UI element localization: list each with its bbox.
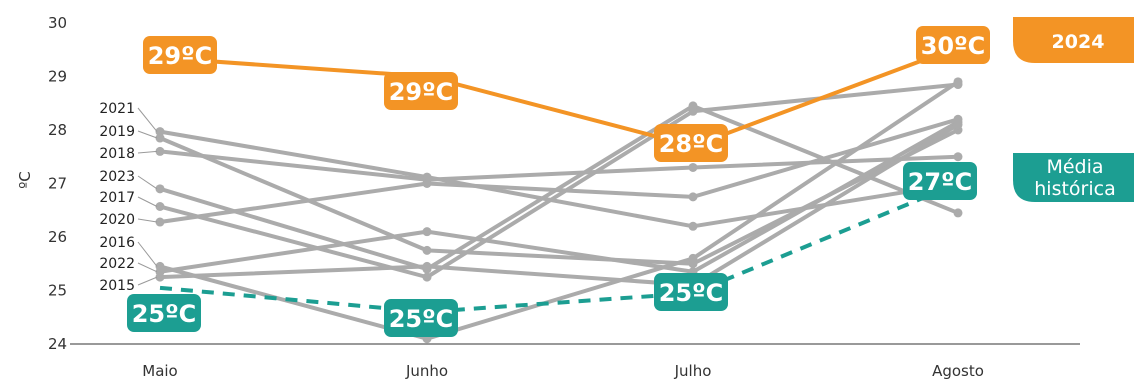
year-leader-line	[137, 130, 158, 139]
year-leader-line	[137, 175, 158, 190]
y-tick-label: 25	[48, 282, 67, 300]
value-label-box	[903, 162, 977, 200]
data-point-2016	[953, 77, 963, 87]
x-axis: Maio Junho Julho Agosto	[70, 343, 1080, 380]
series-line-2021	[159, 129, 959, 229]
x-tick-label: Junho	[405, 362, 448, 380]
data-point-2017	[688, 106, 698, 116]
data-point-2018	[953, 152, 963, 162]
y-tick-label: 29	[48, 68, 67, 86]
value-label: 25ºC	[389, 305, 454, 333]
year-label: 2019	[99, 124, 135, 140]
year-leader-line	[137, 107, 158, 132]
year-leader-line	[137, 262, 158, 273]
year-leader-line	[137, 276, 158, 286]
data-point-2015	[422, 261, 432, 271]
data-point-2021	[688, 221, 698, 231]
value-label: 28ºC	[659, 130, 724, 158]
value-label: 25ºC	[659, 279, 724, 307]
value-label: 30ºC	[921, 32, 986, 60]
y-axis-ticks: 24 25 26 27 28 29 30	[48, 14, 67, 353]
legend-historical-tag	[1013, 153, 1134, 202]
value-label-box	[654, 273, 728, 311]
value-label: 27ºC	[908, 168, 973, 196]
series-line-2015	[159, 122, 960, 288]
x-tick-label: Agosto	[932, 362, 984, 380]
legend-historical-label: Média histórica	[1034, 156, 1115, 200]
year-label: 2022	[99, 256, 135, 272]
year-leader-line	[137, 241, 158, 267]
value-label: 25ºC	[132, 300, 197, 328]
value-label: 29ºC	[148, 42, 213, 70]
series-line-2017	[159, 82, 959, 280]
year-label: 2018	[99, 146, 135, 162]
y-tick-label: 27	[48, 175, 67, 193]
value-label-box	[384, 72, 458, 110]
data-point-2017	[422, 272, 432, 282]
legend: 2024 Média histórica	[1013, 17, 1134, 202]
y-tick-label: 24	[48, 335, 67, 353]
data-point-2023	[953, 208, 963, 218]
value-labels: 29ºC 29ºC 28ºC 30ºC 25ºC 25ºC 25ºC 27ºC	[127, 26, 990, 337]
legend-2024-label: 2024	[1052, 31, 1105, 53]
data-point-2016	[688, 253, 698, 263]
y-axis-label: ºC	[16, 171, 34, 189]
data-point-2018	[155, 146, 165, 156]
data-point-2020	[155, 217, 165, 227]
data-point-2023	[155, 184, 165, 194]
year-leader-line	[137, 196, 158, 207]
value-label: 29ºC	[389, 78, 454, 106]
legend-2024-tag	[1013, 17, 1134, 63]
year-label: 2023	[99, 169, 135, 185]
series-line-2016	[159, 80, 960, 341]
value-label-box	[654, 124, 728, 162]
year-leader-line	[137, 218, 158, 223]
y-tick-label: 26	[48, 228, 67, 246]
year-labels: 2021 2019 2018 2023 2017 2020 2016 2022 2015	[99, 101, 158, 294]
value-label-box	[143, 36, 217, 74]
year-label: 2021	[99, 101, 135, 117]
highlight-series	[159, 45, 959, 149]
data-point-2017	[155, 202, 165, 212]
series-line-2020	[159, 117, 959, 224]
year-label: 2016	[99, 235, 135, 251]
series-line-2018	[159, 149, 959, 182]
data-point-2018	[688, 162, 698, 172]
x-tick-label: Julho	[674, 362, 712, 380]
value-label-box	[384, 299, 458, 337]
y-tick-label: 30	[48, 14, 67, 32]
year-leader-line	[137, 150, 158, 154]
data-point-2022	[422, 227, 432, 237]
series-line-2022	[159, 120, 959, 274]
data-point-2021	[155, 127, 165, 137]
series-line-2024	[159, 45, 959, 149]
data-point-2019	[155, 133, 165, 143]
series-line-historical	[159, 181, 959, 314]
data-point-2020	[688, 192, 698, 202]
x-tick-label: Maio	[142, 362, 177, 380]
data-point-2020	[422, 179, 432, 188]
value-label-box	[916, 26, 990, 64]
year-label: 2020	[99, 212, 135, 228]
historical-series	[159, 181, 959, 314]
data-point-2019	[422, 245, 432, 255]
y-tick-label: 28	[48, 121, 67, 139]
value-label-box	[127, 294, 201, 332]
year-label: 2015	[99, 278, 135, 294]
data-point-2015	[953, 120, 963, 130]
year-label: 2017	[99, 190, 135, 206]
data-point-2015	[155, 272, 165, 282]
